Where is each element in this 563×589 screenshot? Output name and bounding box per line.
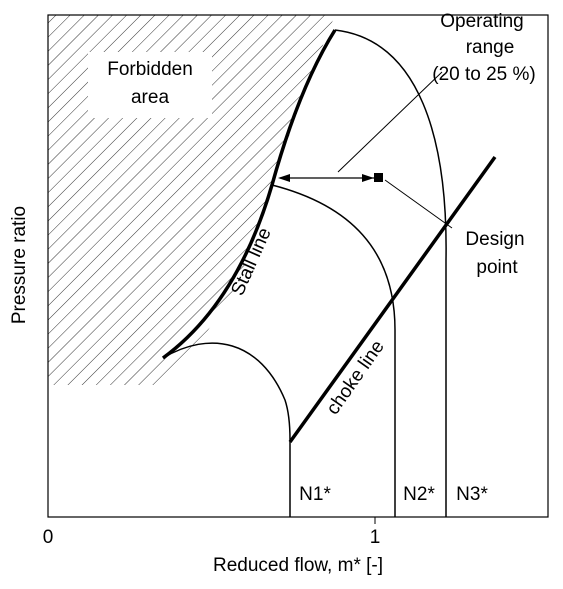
operating-label: (20 to 25 %) xyxy=(432,64,536,85)
forbidden-label: Forbidden xyxy=(107,59,193,80)
design-label: point xyxy=(476,257,518,278)
plot-frame xyxy=(47,14,549,518)
speed-line-n2 xyxy=(271,184,396,517)
choke-line xyxy=(288,155,497,444)
speed-label: N3* xyxy=(456,484,488,505)
design-point xyxy=(374,173,383,182)
speed-label: N1* xyxy=(299,484,331,505)
x-axis-label: Reduced flow, m* [-] xyxy=(213,555,383,576)
forbidden-label-bg xyxy=(88,52,212,118)
y-axis-label: Pressure ratio xyxy=(9,206,30,324)
operating-label: Operating xyxy=(440,11,523,32)
design-label: Design xyxy=(465,229,524,250)
speed-line-n1 xyxy=(162,342,291,517)
operating-leader xyxy=(337,71,443,173)
arrow-head xyxy=(278,174,290,182)
forbidden-label: area xyxy=(131,87,169,108)
x-tick-label: 1 xyxy=(370,527,381,548)
operating-label: range xyxy=(466,37,515,58)
stall-line xyxy=(161,29,337,360)
speed-label: N2* xyxy=(403,484,435,505)
arrow-head xyxy=(362,174,374,182)
speed-line-n3 xyxy=(334,29,447,517)
x-tick-label: 0 xyxy=(43,527,54,548)
design-leader xyxy=(384,179,453,229)
